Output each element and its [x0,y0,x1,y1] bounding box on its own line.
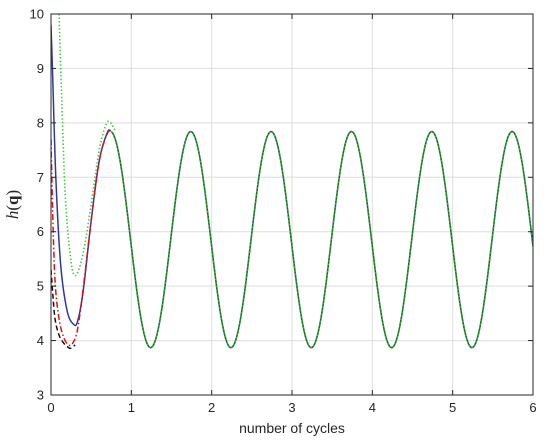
x-tick-label: 5 [449,400,456,415]
series-line-2 [51,129,112,347]
y-tick-label: 10 [30,7,44,22]
y-axis-label: h(q) [3,190,22,219]
x-tick-label: 0 [47,400,54,415]
y-tick-label: 5 [37,279,44,294]
y-tick-label: 8 [37,115,44,130]
series-line-3 [51,269,76,350]
x-tick-label: 3 [288,400,295,415]
x-tick-label: 6 [529,400,536,415]
series-line-0 [58,14,116,277]
x-tick-label: 1 [128,400,135,415]
y-axis-label-h: h [3,211,22,220]
x-tick-label: 2 [208,400,215,415]
ticks: 0 1 2 3 4 5 6 3 4 5 6 7 8 9 10 [30,7,537,416]
x-tick-label: 4 [369,400,376,415]
grid [50,13,534,396]
series-line-1 [51,24,112,327]
y-tick-label: 4 [37,333,44,348]
x-axis-label: number of cycles [239,420,345,436]
y-tick-label: 9 [37,61,44,76]
y-tick-label: 3 [37,388,44,403]
y-tick-label: 7 [37,170,44,185]
series-group [51,14,533,350]
y-axis-label-open: ( [3,205,22,211]
series-line-periodic-overlay [110,131,533,349]
y-tick-label: 6 [37,224,44,239]
series-line-periodic [110,130,533,349]
y-axis-label-close: ) [3,190,22,196]
y-axis-label-q: q [3,195,22,205]
